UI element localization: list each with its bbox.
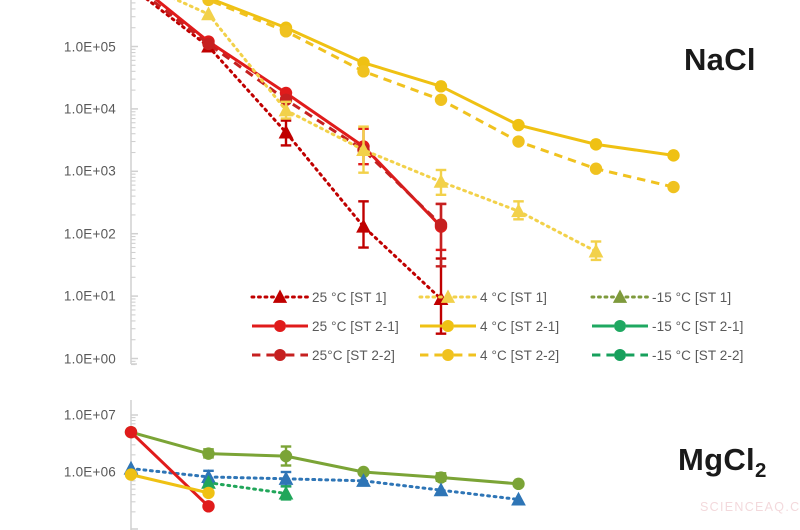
legend-key-swatch [250,286,310,308]
legend-item[interactable]: 25°C [ST 2-2] [250,342,395,368]
chart-panel-nacl: 1.0E+05 1.0E+04 1.0E+03 1.0E+02 1.0E+01 1.0E+… [63,0,756,366]
chart-legend: 25 °C [ST 1] 25 °C [ST 2-1] 25°C [ST 2-2] 4… [250,284,743,368]
legend-label: -15 °C [ST 2-1] [652,318,744,334]
legend-key-swatch [418,315,478,337]
y-tick-label: 1.0E+02 [63,226,116,242]
panel-title-nacl: NaCl [684,42,756,77]
legend-label: 4 °C [ST 1] [480,289,548,305]
legend-key-swatch [590,315,650,337]
legend-item[interactable]: -15 °C [ST 2-1] [590,313,743,339]
panel-title-mgcl2: MgCl2 [678,442,767,483]
y-tick-label: 1.0E+00 [63,351,116,366]
mgcl2-subscript: 2 [754,459,767,483]
chart-panel-mgcl2: 1.0E+07 1.0E+06 [0,396,800,530]
legend-label: 4 °C [ST 2-1] [480,318,560,334]
y-tick-label: 1.0E+03 [63,163,116,179]
legend-key-swatch [250,344,310,366]
legend-item[interactable]: 4 °C [ST 1] [418,284,547,310]
legend-label: 25 °C [ST 2-1] [312,318,399,334]
legend-item[interactable]: -15 °C [ST 2-2] [590,342,743,368]
legend-item[interactable]: 4 °C [ST 2-1] [418,313,559,339]
legend-label: 25°C [ST 2-2] [312,347,395,363]
legend-label: 4 °C [ST 2-2] [480,347,560,363]
y-tick-label: 1.0E+05 [63,39,116,54]
legend-key-swatch [590,344,650,366]
mgcl2-plot-area [123,400,526,530]
legend-label: -15 °C [ST 2-2] [652,347,744,363]
legend-item[interactable]: -15 °C [ST 1] [590,284,731,310]
y-tick-label: 1.0E+01 [63,288,116,304]
legend-item[interactable]: 25 °C [ST 1] [250,284,387,310]
y-tick-label: 1.0E+06 [63,464,116,480]
legend-item[interactable]: 25 °C [ST 2-1] [250,313,399,339]
legend-key-swatch [590,286,650,308]
legend-key-swatch [418,286,478,308]
legend-key-swatch [418,344,478,366]
y-tick-label: 1.0E+04 [63,101,116,117]
legend-item[interactable]: 4 °C [ST 2-2] [418,342,559,368]
legend-label: 25 °C [ST 1] [312,289,387,305]
nacl-plot-area [130,0,680,366]
legend-label: -15 °C [ST 1] [652,289,732,305]
y-tick-label: 1.0E+07 [63,407,116,423]
legend-key-swatch [250,315,310,337]
site-watermark: SCIENCEAQ.COM [700,500,800,514]
